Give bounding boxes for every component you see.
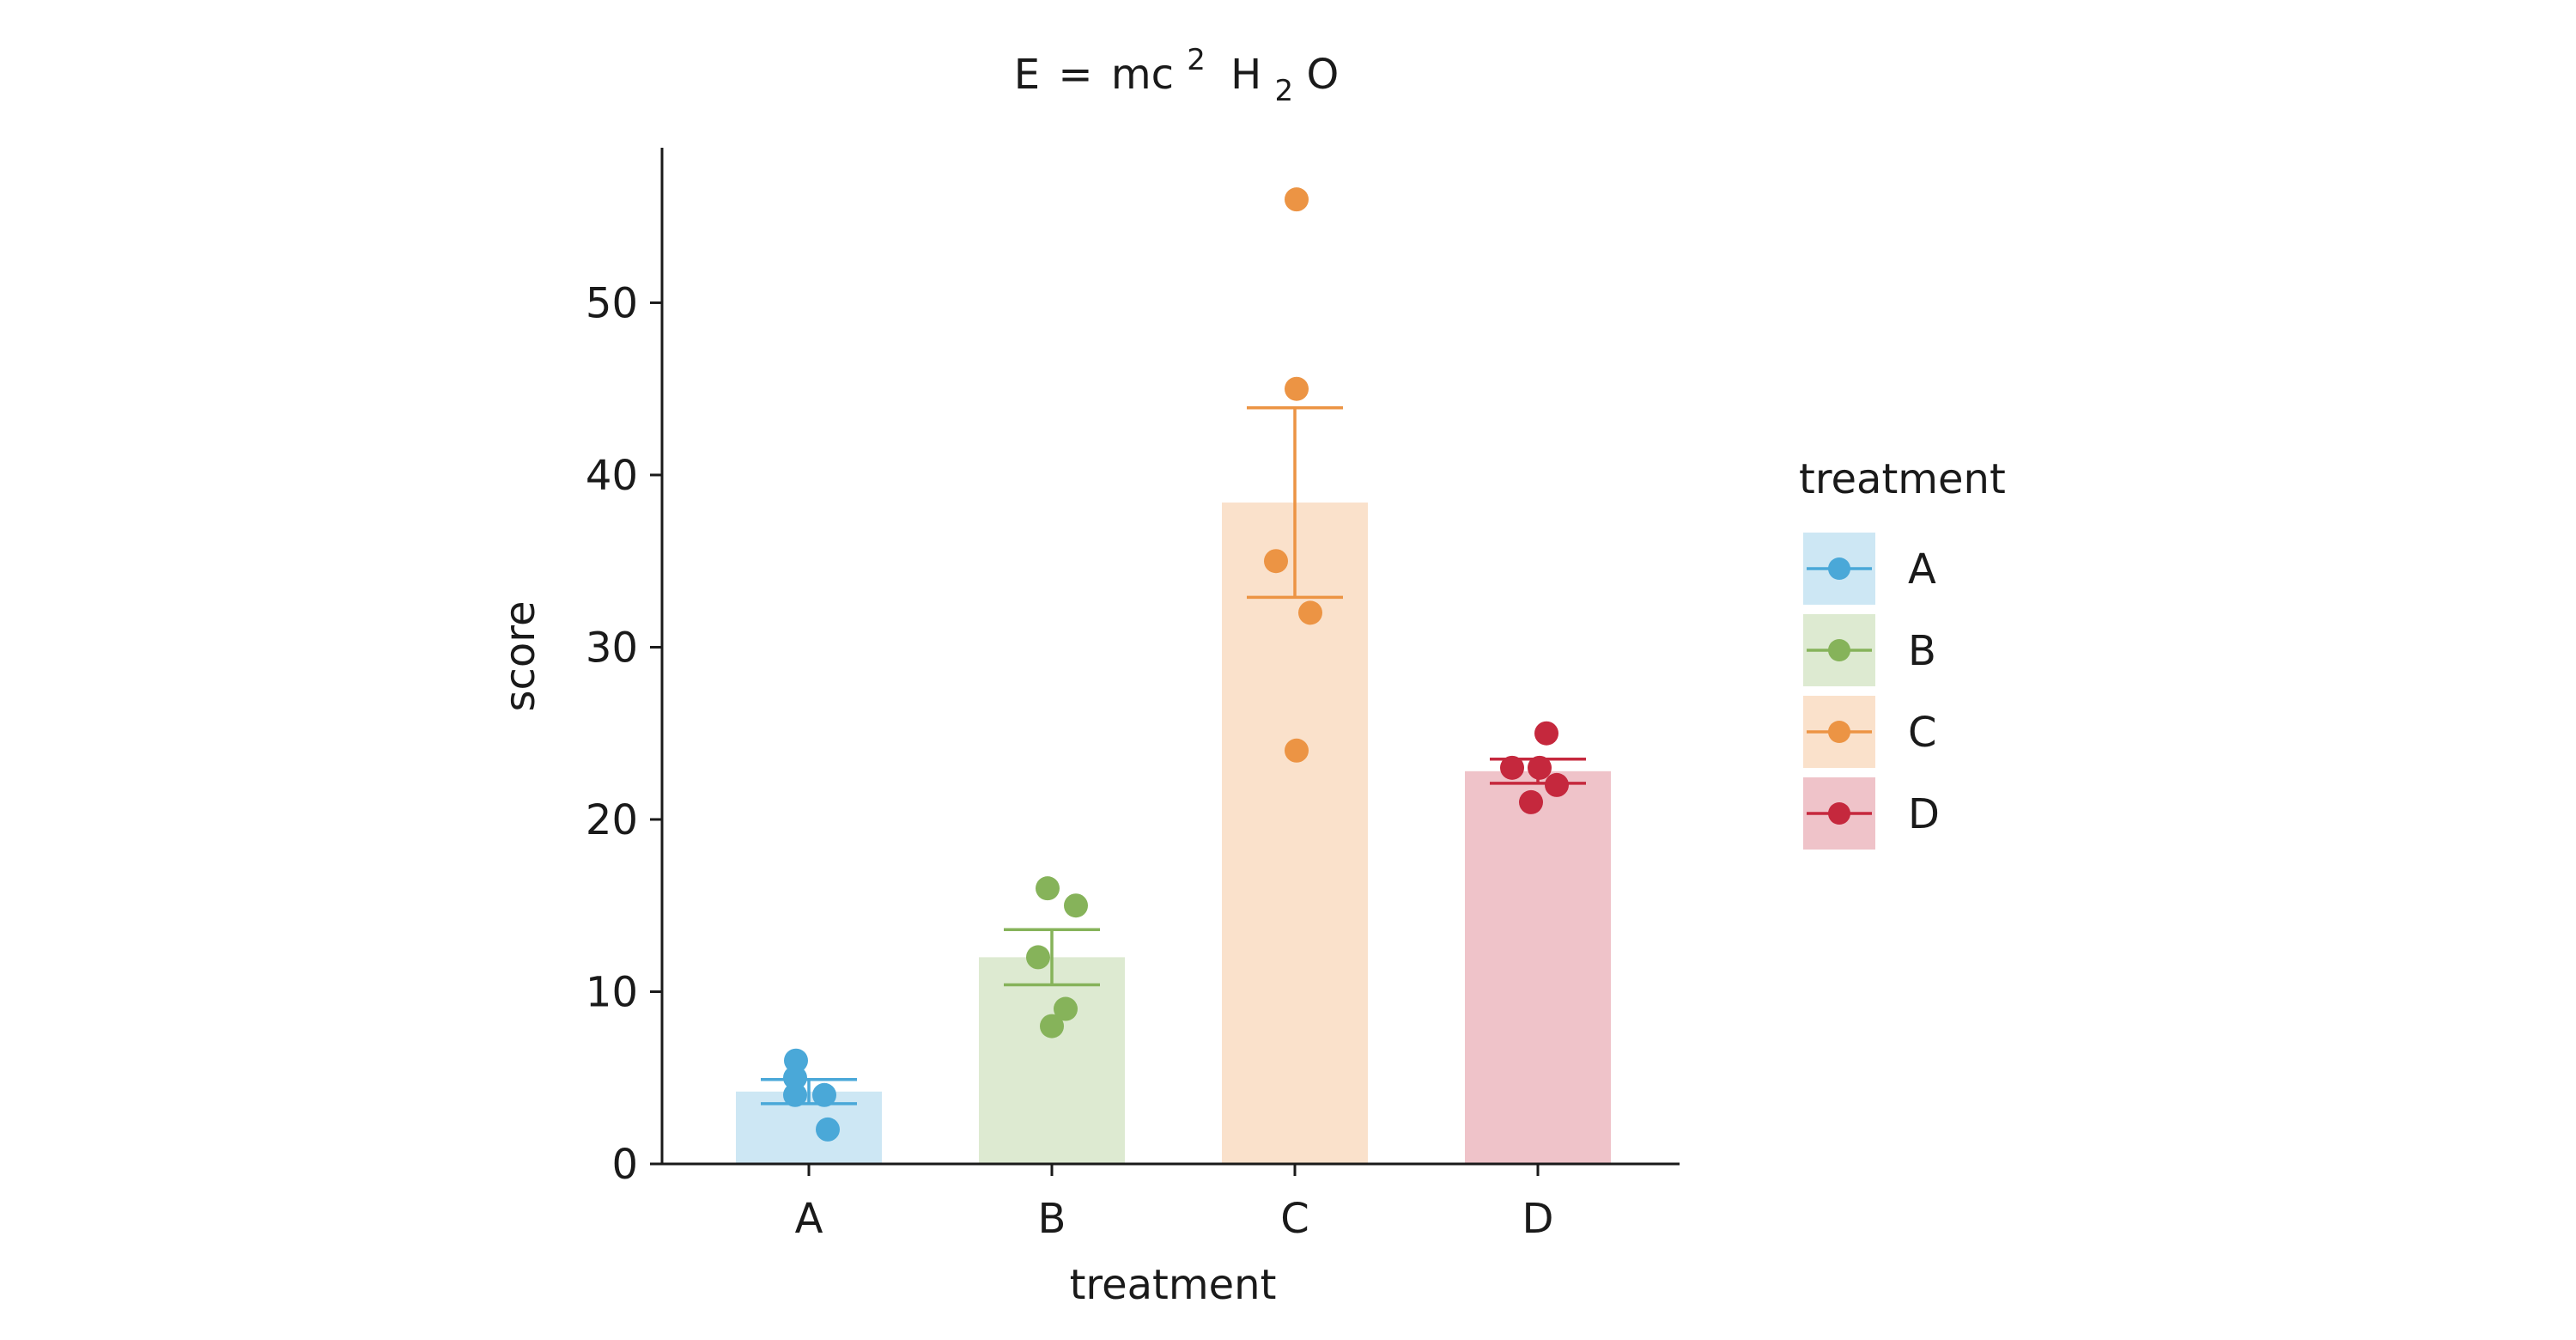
legend-marker-A (1828, 557, 1850, 580)
title-subscript: 2 (1275, 74, 1294, 108)
x-tick-label-C: C (1280, 1195, 1309, 1243)
y-tick-label-30: 30 (586, 624, 638, 672)
x-tick-label-A: A (795, 1195, 823, 1243)
bar-B (979, 957, 1125, 1164)
point-A-3 (783, 1082, 807, 1107)
point-B-5 (1040, 1014, 1064, 1038)
point-A-4 (812, 1082, 836, 1107)
y-tick-label-40: 40 (586, 452, 638, 500)
point-A-5 (816, 1117, 840, 1142)
point-D-2 (1500, 755, 1524, 780)
svg-text:E = mc 2: E = mc 2 H 2 O (1014, 32, 1339, 111)
point-C-2 (1285, 376, 1309, 401)
legend-marker-C (1828, 721, 1850, 743)
legend-item-D: D (1803, 777, 1940, 850)
y-tick-label-0: 0 (611, 1141, 638, 1189)
title-superscript: 2 (1187, 43, 1206, 77)
title-prefix: E (1014, 51, 1040, 99)
legend-label-B: B (1908, 627, 1936, 675)
title-o: O (1306, 51, 1339, 99)
legend-label-D: D (1908, 790, 1940, 838)
y-tick-label-20: 20 (586, 796, 638, 844)
point-D-4 (1545, 772, 1569, 797)
x-axis: A B C D (662, 1162, 1680, 1243)
chart-title: E = mc 2 H 2 O (1014, 32, 1339, 111)
x-axis-title: treatment (1070, 1261, 1277, 1309)
title-equals: = (1058, 51, 1092, 99)
point-D-5 (1519, 789, 1543, 814)
y-tick-label-50: 50 (586, 279, 638, 327)
legend-marker-D (1828, 802, 1850, 825)
legend-item-A: A (1803, 533, 1936, 605)
legend-marker-B (1828, 639, 1850, 661)
point-B-4 (1054, 996, 1078, 1021)
point-C-4 (1298, 600, 1322, 625)
y-axis: 0 10 20 30 40 50 (586, 148, 664, 1189)
point-C-3 (1264, 549, 1288, 574)
error-bar-B (1004, 928, 1100, 987)
legend-label-A: A (1908, 545, 1936, 594)
title-mc: mc (1111, 51, 1174, 99)
point-B-3 (1026, 945, 1050, 970)
point-B-1 (1036, 876, 1060, 901)
bar-C (1222, 502, 1368, 1164)
point-C-1 (1285, 187, 1309, 212)
y-axis-title: score (496, 601, 544, 712)
legend-label-C: C (1908, 709, 1937, 757)
plot-area (736, 187, 1611, 1164)
y-tick-label-10: 10 (586, 968, 638, 1016)
x-tick-label-D: D (1522, 1195, 1554, 1243)
point-B-2 (1064, 893, 1088, 918)
legend-title: treatment (1799, 455, 2006, 503)
legend-item-C: C (1803, 696, 1937, 768)
point-D-3 (1528, 755, 1552, 780)
bar-D (1465, 770, 1611, 1164)
point-A-1 (784, 1048, 808, 1073)
point-D-1 (1534, 721, 1558, 746)
error-bar-A (761, 1078, 857, 1106)
legend-item-B: B (1803, 614, 1936, 686)
title-h: H (1230, 51, 1261, 99)
point-C-5 (1285, 738, 1309, 763)
point-A-2 (783, 1065, 807, 1090)
x-tick-label-B: B (1038, 1195, 1066, 1243)
error-bar-C (1247, 406, 1343, 600)
